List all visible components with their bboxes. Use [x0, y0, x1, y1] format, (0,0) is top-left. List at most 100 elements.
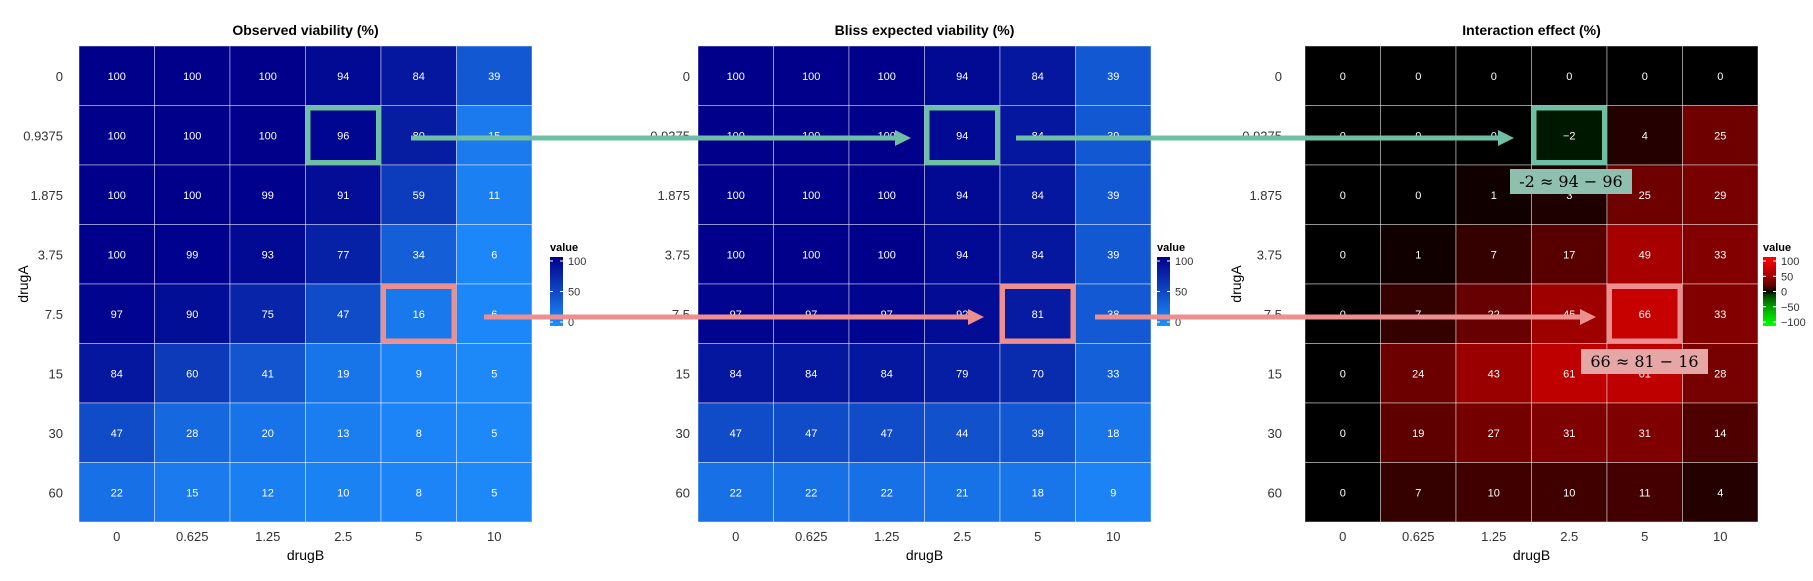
cell-value-label: 100	[259, 130, 277, 142]
connector-arrow	[1016, 130, 1514, 146]
cell-value-label: 34	[413, 249, 425, 261]
connector-arrow	[1095, 309, 1596, 325]
cell-value-label: 84	[881, 368, 893, 380]
annotation-background	[1581, 349, 1708, 374]
y-tick-label: 15	[1268, 366, 1282, 381]
heatmap-cell	[1682, 283, 1759, 344]
heatmap-cell	[924, 462, 1001, 523]
cell-value-label: 22	[730, 487, 742, 499]
y-axis-label: drugA	[1228, 265, 1244, 303]
cell-value-label: 0	[1340, 428, 1346, 440]
heatmap-cell	[456, 224, 533, 285]
cell-value-label: 11	[1639, 487, 1650, 499]
connector-arrow	[484, 309, 984, 325]
cell-value-label: 84	[1032, 190, 1044, 202]
x-tick-label: 2.5	[1560, 529, 1578, 544]
y-axis-label: drugA	[15, 265, 31, 303]
heatmap-cell	[1075, 224, 1152, 285]
x-tick-label: 1.25	[255, 529, 280, 544]
heatmap-cell	[1380, 224, 1457, 285]
cell-value-label: 39	[1032, 428, 1044, 440]
heatmap-cell	[229, 343, 306, 404]
heatmap-panel-1: Observed viability (%)100 100 100 94 84 39100…	[15, 22, 586, 563]
cell-value-label: 47	[881, 428, 893, 440]
heatmap-cell	[154, 105, 231, 166]
heatmap-cell	[380, 45, 457, 106]
cell-value-label: 75	[262, 309, 274, 321]
cell-value-label: 100	[802, 190, 820, 202]
heatmap-cell	[697, 45, 774, 106]
y-tick-label: 30	[1268, 426, 1282, 441]
cell-value-label: 66	[1639, 309, 1651, 321]
heatmap-cell	[305, 343, 382, 404]
heatmap-cell	[924, 343, 1001, 404]
cell-value-label: 18	[1107, 428, 1119, 440]
cell-value-label: 33	[1714, 309, 1726, 321]
cell-value-label: 84	[1032, 71, 1044, 83]
heatmap-cell	[154, 462, 231, 523]
heatmap-cell	[1455, 224, 1532, 285]
heatmap-cell	[1682, 402, 1759, 463]
cell-value-label: 17	[1563, 249, 1575, 261]
cell-value-label: 100	[108, 249, 126, 261]
cell-value-label: 100	[727, 190, 745, 202]
x-axis-label: drugB	[287, 547, 324, 563]
connector-arrow	[411, 130, 911, 146]
y-tick-label: 1.875	[657, 188, 690, 203]
heatmap-cell	[1531, 283, 1608, 344]
cell-value-label: 0	[1642, 71, 1648, 83]
cell-value-label: 59	[413, 190, 425, 202]
legend-tick-label: 0	[1175, 317, 1181, 329]
y-tick-label: 15	[49, 366, 63, 381]
cell-value-label: 22	[881, 487, 893, 499]
cell-value-label: 15	[186, 487, 198, 499]
heatmap-cell	[848, 45, 925, 106]
heatmap-cell	[773, 283, 850, 344]
heatmap-cell	[1380, 283, 1457, 344]
cell-value-label: 33	[1714, 249, 1726, 261]
heatmap-cell	[773, 45, 850, 106]
y-tick-label: 60	[49, 485, 63, 500]
heatmap-cell	[78, 224, 155, 285]
heatmap-cell	[999, 402, 1076, 463]
heatmap-cell	[924, 224, 1001, 285]
highlight-box	[1607, 284, 1683, 344]
cell-value-label: 1	[1491, 190, 1497, 202]
cell-value-label: 100	[259, 71, 277, 83]
cell-value-label: 0	[1340, 71, 1346, 83]
cell-value-label: 21	[956, 487, 968, 499]
cell-value-label: 84	[413, 71, 425, 83]
cell-value-label: 97	[111, 309, 123, 321]
cell-value-label: 19	[1412, 428, 1424, 440]
heatmap-cell	[1531, 402, 1608, 463]
color-legend: value 100 50 0 −50 −100	[1763, 242, 1806, 329]
heatmap-cell	[924, 45, 1001, 106]
heatmap-cell	[1380, 402, 1457, 463]
y-tick-label: 1.875	[1249, 188, 1282, 203]
heatmap-cell	[456, 343, 533, 404]
heatmap-cell	[380, 462, 457, 523]
heatmap-cell	[1455, 283, 1532, 344]
cell-value-label: 28	[186, 428, 198, 440]
y-tick-label: 0.9375	[23, 128, 63, 143]
panel-title: Observed viability (%)	[232, 22, 378, 38]
x-axis-label: drugB	[906, 547, 943, 563]
cell-value-label: 100	[108, 190, 126, 202]
cell-value-label: 22	[111, 487, 123, 499]
heatmap-cell	[999, 45, 1076, 106]
cell-value-label: 84	[1032, 249, 1044, 261]
cell-value-label: 96	[337, 130, 349, 142]
cell-value-label: 0	[1415, 190, 1421, 202]
legend-tick-label: 0	[1781, 287, 1787, 299]
heatmap-cell	[848, 224, 925, 285]
heatmap-cell	[305, 105, 382, 166]
cell-value-label: 19	[337, 368, 349, 380]
heatmap-cell	[305, 45, 382, 106]
heatmap-cell	[999, 224, 1076, 285]
y-tick-label: 0	[683, 69, 690, 84]
cell-value-label: 100	[802, 249, 820, 261]
heatmap-cell	[1606, 224, 1683, 285]
heatmap-cell	[697, 105, 774, 166]
annotation-background	[1510, 169, 1632, 194]
heatmap-cell	[1380, 105, 1457, 166]
